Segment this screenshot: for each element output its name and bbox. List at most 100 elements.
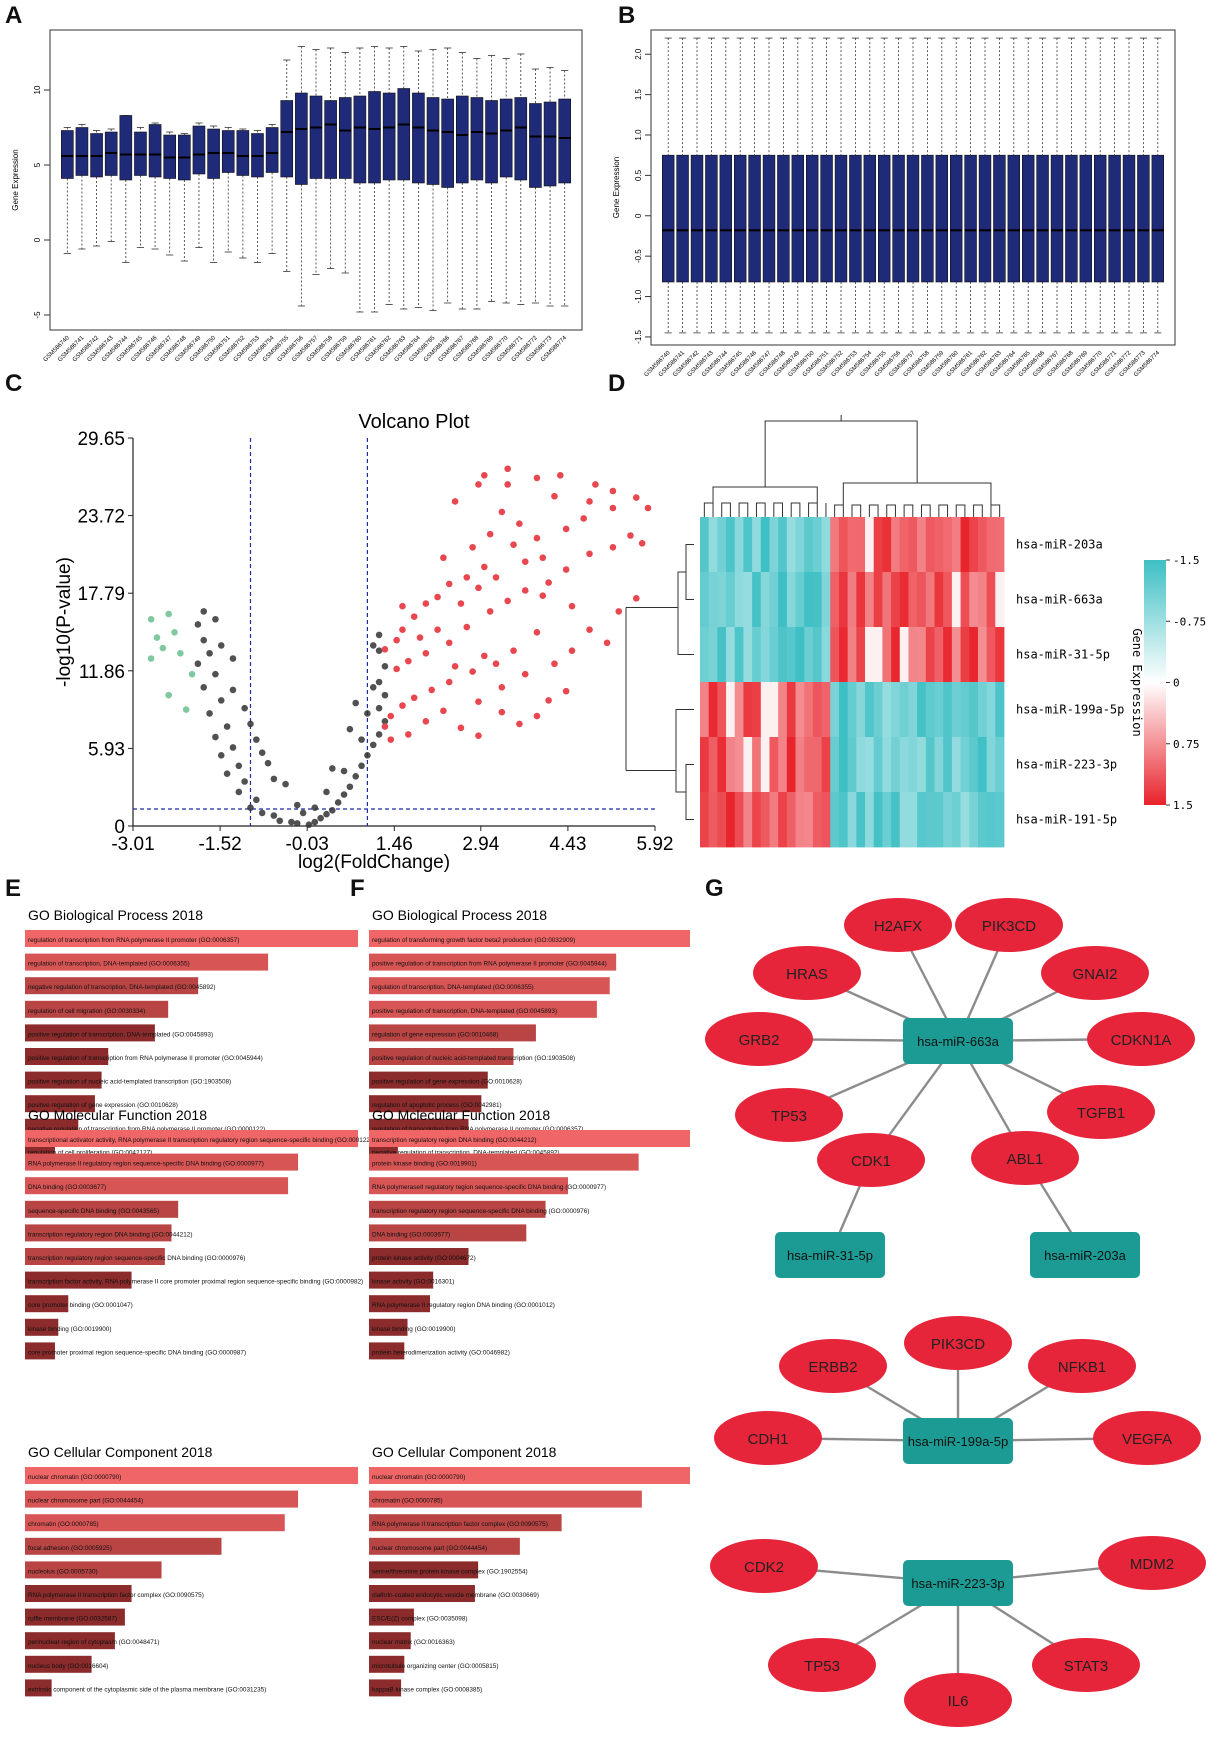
point-up xyxy=(486,608,494,615)
panel-f-go-bars: GO Biological Process 2018 regulation of … xyxy=(369,907,690,1697)
gene-node-h2afx: H2AFX xyxy=(844,898,952,952)
box-body xyxy=(949,154,963,283)
y-tick-label: 1.5 xyxy=(634,89,643,101)
point-up xyxy=(580,515,587,522)
heatmap-cell xyxy=(795,682,805,738)
heatmap-cell xyxy=(943,517,953,573)
point-not-significant xyxy=(358,762,365,770)
box-body xyxy=(1151,154,1165,283)
point-up xyxy=(562,566,570,573)
panel-c-volcano: Volcano Plot 0 5.93 11.86 17.79 23.72 29.65 -3.… xyxy=(54,411,673,873)
point-down xyxy=(177,649,184,657)
box-body xyxy=(805,154,819,283)
go-bar xyxy=(369,1655,405,1673)
box-body xyxy=(148,124,162,178)
gene-ellipse xyxy=(1032,1638,1140,1692)
heatmap-cell xyxy=(769,682,779,738)
heatmap-cell xyxy=(830,682,840,738)
heatmap-cell xyxy=(778,572,788,628)
colorbar-tick-label: -1.5 xyxy=(1173,554,1200,567)
point-not-significant xyxy=(270,812,278,819)
heatmap-cell xyxy=(865,572,875,628)
mirna-label: hsa-miR-223-3p xyxy=(911,1576,1004,1591)
heatmap-cell xyxy=(821,737,831,793)
box-GSM586761 xyxy=(964,37,977,334)
point-not-significant xyxy=(258,749,266,757)
box-GSM586767 xyxy=(1050,37,1064,334)
heatmap-cell xyxy=(865,792,875,848)
box-body xyxy=(1065,154,1078,283)
point-up xyxy=(416,634,424,641)
go-bar xyxy=(369,930,690,947)
go-bar xyxy=(25,1632,115,1650)
heatmap-cell xyxy=(830,572,840,628)
go-bar xyxy=(25,1200,179,1218)
point-not-significant xyxy=(364,710,371,717)
heatmap-cell xyxy=(995,572,1005,628)
heatmap-cell xyxy=(969,627,979,683)
gene-label: ERBB2 xyxy=(808,1359,857,1376)
gene-ellipse xyxy=(1028,1339,1136,1393)
heatmap-cell xyxy=(786,792,796,848)
point-up xyxy=(510,541,517,548)
go-bar xyxy=(369,1024,536,1042)
heatmap-cell xyxy=(995,627,1005,683)
go-bar-label: DNA binding (GO:0003677) xyxy=(28,1184,106,1191)
gene-ellipse xyxy=(768,1638,876,1692)
point-not-significant xyxy=(235,788,243,796)
y-axis-label: Gene Expression xyxy=(11,149,20,210)
go-bar-label: positive regulation of transcription, DN… xyxy=(372,1008,557,1015)
go-group: GO Cellular Component 2018 nuclear chroma… xyxy=(369,1444,690,1697)
heatmap-cell xyxy=(769,627,779,683)
heatmap-cell xyxy=(891,682,901,738)
y-tick-label: 0.5 xyxy=(634,169,643,181)
point-not-significant xyxy=(223,723,231,730)
point-down xyxy=(153,634,161,641)
y-tick-label: 5.93 xyxy=(88,739,125,760)
box-GSM586759 xyxy=(935,37,949,334)
panel-label-f: F xyxy=(350,875,365,902)
mirna-box xyxy=(903,1418,1013,1464)
heatmap-cell xyxy=(795,627,805,683)
go-bar-label: nuclear matrix (GO:0016363) xyxy=(372,1639,455,1646)
point-up xyxy=(457,600,465,607)
heatmap-cell xyxy=(882,627,892,683)
box-GSM586748 xyxy=(777,37,790,334)
heatmap-cell xyxy=(960,517,970,573)
point-up xyxy=(405,731,412,738)
heatmap-cell xyxy=(812,627,822,683)
box-GSM586752 xyxy=(236,128,250,259)
panel-label-b: B xyxy=(618,2,636,29)
box-GSM586774 xyxy=(1151,37,1165,334)
heatmap-cell xyxy=(986,682,996,738)
point-up xyxy=(393,636,400,644)
point-up xyxy=(510,647,517,654)
point-up xyxy=(492,660,500,668)
heatmap-cell xyxy=(760,517,770,573)
point-not-significant xyxy=(369,741,377,749)
point-up xyxy=(387,736,395,743)
heatmap-cell xyxy=(943,792,953,848)
box-body xyxy=(1093,154,1107,283)
point-not-significant xyxy=(369,642,377,649)
mirna-label: hsa-miR-663a xyxy=(917,1034,999,1049)
heatmap-cell xyxy=(786,627,796,683)
heatmap-cell xyxy=(951,572,961,628)
heatmap-cell xyxy=(786,737,796,793)
heatmap-cell xyxy=(812,792,822,848)
go-bar-label: regulation of gene expression (GO:001046… xyxy=(372,1031,498,1038)
heatmap-cell xyxy=(708,572,718,628)
box-body xyxy=(324,100,337,179)
heatmap-cell xyxy=(821,792,831,848)
colorbar-title: Gene Expression xyxy=(1130,628,1144,736)
heatmap-cell xyxy=(977,792,988,848)
go-bar-label: RNA polymerase II transcription factor c… xyxy=(28,1592,204,1599)
go-bar-label: positive regulation of gene expression (… xyxy=(372,1079,522,1086)
box-body xyxy=(75,127,89,176)
heatmap-cell xyxy=(700,682,710,738)
point-up xyxy=(627,532,634,539)
box-GSM586743 xyxy=(104,128,118,242)
go-bar-label: nuclear chromosome part (GO:0044454) xyxy=(28,1498,143,1505)
heatmap-cell xyxy=(934,627,944,683)
point-up xyxy=(644,504,652,512)
